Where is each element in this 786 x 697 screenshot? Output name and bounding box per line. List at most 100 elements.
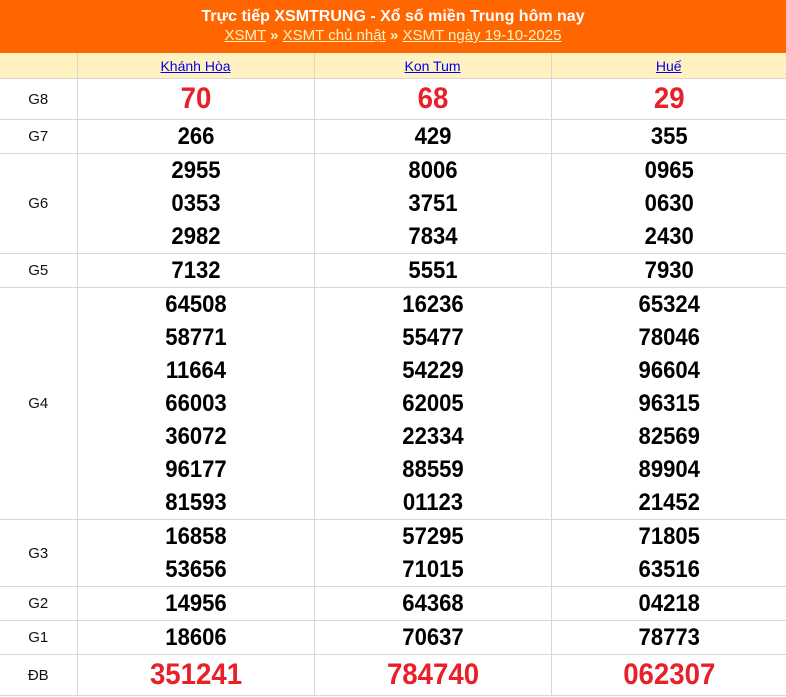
results-table: Khánh Hòa Kon Tum Huế G8 70 68 29 G7 266 429 35… xyxy=(0,53,786,696)
prize-label-header xyxy=(0,53,78,79)
prize-row-g3: G3 16858 53656 57295 71015 71805 63516 xyxy=(0,519,786,587)
prize-number: 429 xyxy=(414,123,451,150)
prize-number: 64368 xyxy=(401,590,464,617)
prize-cell: 16858 53656 xyxy=(76,519,315,587)
prize-number: 53656 xyxy=(164,556,227,583)
prize-number: 54229 xyxy=(401,357,464,384)
province-link-khanh-hoa[interactable]: Khánh Hòa xyxy=(160,57,231,74)
breadcrumb-xsmt[interactable]: XSMT xyxy=(224,27,266,44)
page-header: Trực tiếp XSMTRUNG - Xổ số miền Trung hô… xyxy=(0,0,786,53)
prize-number: 14956 xyxy=(164,590,227,617)
prize-cell: 78773 xyxy=(550,620,786,655)
prize-number: 0965 xyxy=(644,157,694,184)
prize-label: G5 xyxy=(0,253,78,288)
prize-cell: 29 xyxy=(550,78,786,120)
prize-cell: 7930 xyxy=(550,253,786,288)
prize-label: G8 xyxy=(0,78,78,120)
prize-number: 2982 xyxy=(170,223,221,250)
prize-cell: 784740 xyxy=(313,654,552,696)
province-link-kon-tum[interactable]: Kon Tum xyxy=(404,57,461,74)
prize-label: G4 xyxy=(0,287,78,520)
prize-row-g7: G7 266 429 355 xyxy=(0,119,786,154)
prize-cell: 65324 78046 96604 96315 82569 89904 21452 xyxy=(550,287,786,520)
prize-row-g1: G1 18606 70637 78773 xyxy=(0,620,786,655)
prize-cell: 14956 xyxy=(76,586,315,621)
prize-number: 01123 xyxy=(402,489,463,516)
prize-number: 2955 xyxy=(170,157,221,184)
prize-number: 2430 xyxy=(644,223,694,250)
prize-number: 266 xyxy=(177,123,214,150)
prize-cell: 351241 xyxy=(76,654,315,696)
prize-label: G7 xyxy=(0,119,78,154)
prize-cell: 04218 xyxy=(550,586,786,621)
prize-cell: 18606 xyxy=(76,620,315,655)
prize-cell: 8006 3751 7834 xyxy=(313,153,552,254)
prize-number: 29 xyxy=(653,82,685,115)
prize-number: 355 xyxy=(650,123,688,150)
prize-cell: 16236 55477 54229 62005 22334 88559 01123 xyxy=(313,287,552,520)
prize-row-g4: G4 64508 58771 11664 66003 36072 96177 81593 162… xyxy=(0,287,786,520)
page-title: Trực tiếp XSMTRUNG - Xổ số miền Trung hô… xyxy=(201,8,585,25)
prize-number: 16858 xyxy=(164,523,227,550)
prize-number: 66003 xyxy=(164,390,227,417)
prize-number: 63516 xyxy=(638,556,700,583)
prize-cell: 7132 xyxy=(76,253,315,288)
prize-number: 8006 xyxy=(407,157,458,184)
prize-number: 78773 xyxy=(638,624,700,651)
prize-number: 5551 xyxy=(407,257,458,284)
breadcrumb-separator: » xyxy=(389,27,399,44)
prize-number: 82569 xyxy=(638,423,700,450)
prize-cell: 2955 0353 2982 xyxy=(76,153,315,254)
prize-label: G3 xyxy=(0,519,78,587)
prize-number: 18606 xyxy=(164,624,227,651)
prize-cell: 64508 58771 11664 66003 36072 96177 81593 xyxy=(76,287,315,520)
prize-cell: 57295 71015 xyxy=(313,519,552,587)
prize-cell: 64368 xyxy=(313,586,552,621)
prize-number: 7930 xyxy=(644,257,694,284)
province-header-row: Khánh Hòa Kon Tum Huế xyxy=(0,53,786,79)
prize-cell: 0965 0630 2430 xyxy=(550,153,786,254)
prize-row-đb: ĐB 351241 784740 062307 xyxy=(0,654,786,696)
prize-number: 81593 xyxy=(164,489,227,516)
prize-number: 71015 xyxy=(401,556,464,583)
prize-number: 57295 xyxy=(401,523,464,550)
prize-number: 7834 xyxy=(407,223,458,250)
breadcrumb-xsmt-date[interactable]: XSMT ngày 19-10-2025 xyxy=(402,27,562,44)
prize-number: 21452 xyxy=(638,489,700,516)
prize-number: 36072 xyxy=(164,423,227,450)
prize-cell: 70637 xyxy=(313,620,552,655)
prize-number: 96177 xyxy=(164,456,227,483)
prize-number: 96315 xyxy=(638,390,700,417)
prize-cell: 70 xyxy=(76,78,315,120)
prize-number: 70637 xyxy=(401,624,464,651)
prize-number: 55477 xyxy=(401,324,464,351)
breadcrumb: XSMT » XSMT chủ nhật » XSMT ngày 19-10-2… xyxy=(0,26,786,46)
prize-number: 04218 xyxy=(638,590,700,617)
prize-number: 0353 xyxy=(170,190,221,217)
prize-number: 58771 xyxy=(164,324,227,351)
prize-label: G2 xyxy=(0,586,78,621)
prize-cell: 355 xyxy=(550,119,786,154)
breadcrumb-xsmt-sunday[interactable]: XSMT chủ nhật xyxy=(282,27,386,44)
prize-number: 68 xyxy=(417,82,448,115)
prize-cell: 266 xyxy=(76,119,315,154)
prize-cell: 062307 xyxy=(550,654,786,696)
prize-number: 7132 xyxy=(170,257,221,284)
prize-row-g8: G8 70 68 29 xyxy=(0,78,786,120)
prize-row-g6: G6 2955 0353 2982 8006 3751 7834 0965 0630 2430 xyxy=(0,153,786,254)
prize-number: 78046 xyxy=(638,324,700,351)
breadcrumb-separator: » xyxy=(270,27,279,44)
prize-number: 71805 xyxy=(638,523,700,550)
prize-number: 89904 xyxy=(638,456,700,483)
prize-number: 3751 xyxy=(407,190,458,217)
prize-label: G1 xyxy=(0,620,78,655)
prize-cell: 429 xyxy=(313,119,552,154)
prize-number: 16236 xyxy=(401,291,464,318)
prize-cell: 71805 63516 xyxy=(550,519,786,587)
prize-number: 64508 xyxy=(164,291,227,318)
prize-number: 062307 xyxy=(622,658,715,691)
prize-number: 88559 xyxy=(401,456,464,483)
prize-number: 784740 xyxy=(386,658,479,691)
prize-number: 22334 xyxy=(401,423,464,450)
province-link-hue[interactable]: Huế xyxy=(655,57,682,74)
